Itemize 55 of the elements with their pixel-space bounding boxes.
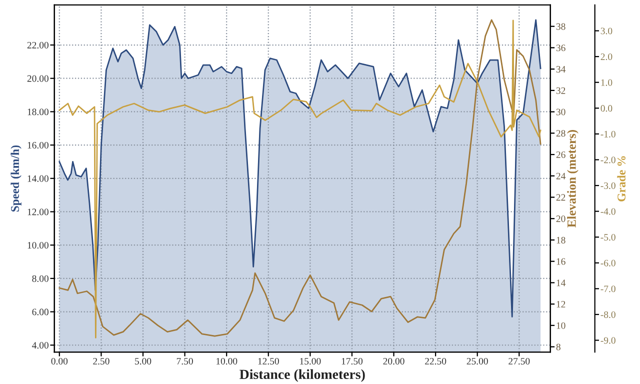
x-tick-label: 27.50 bbox=[508, 358, 530, 365]
y2-tick-label: 8 bbox=[556, 344, 560, 350]
y3-tick-label: 2.0 bbox=[600, 53, 612, 60]
y2-tick-label: 16 bbox=[556, 258, 566, 265]
y2-tick-label: 12 bbox=[556, 301, 566, 308]
y-tick-label: 14.00 bbox=[28, 175, 48, 182]
y3-tick-label: 3.0 bbox=[600, 28, 612, 34]
x-axis-title: Distance (kilometers) bbox=[240, 369, 365, 382]
y2-tick-label: 30 bbox=[556, 108, 566, 116]
y-tick-label: 20.00 bbox=[27, 75, 48, 82]
y3-tick-label: -2.0 bbox=[600, 156, 616, 164]
y3-tick-label: -4.0 bbox=[600, 208, 616, 215]
y2-tick-label: 20 bbox=[556, 216, 566, 222]
y2-tick-label: 14 bbox=[556, 280, 566, 286]
x-tick-label: 15.00 bbox=[300, 358, 321, 365]
y2-tick-label: 18 bbox=[556, 236, 566, 244]
y2-tick-label: 34 bbox=[556, 66, 566, 73]
x-tick-label: 22.50 bbox=[425, 358, 446, 365]
y3-tick-label: -8.0 bbox=[600, 311, 616, 318]
x-tick-label: 20.00 bbox=[383, 358, 404, 365]
y2-tick-label: 32 bbox=[556, 87, 566, 94]
y2-tick-label: 22 bbox=[556, 194, 566, 201]
y-tick-label: 12.00 bbox=[28, 208, 48, 216]
x-tick-label: 2.50 bbox=[93, 358, 110, 365]
y3-tick-label: -6.0 bbox=[600, 260, 616, 266]
y3-axis-title: Grade % bbox=[617, 156, 626, 202]
y-tick-label: 16.00 bbox=[28, 142, 48, 149]
y-tick-label: 4.00 bbox=[32, 342, 48, 349]
y-tick-label: 6.00 bbox=[32, 308, 48, 316]
y-tick-label: 18.00 bbox=[28, 108, 48, 116]
y3-tick-label: -3.0 bbox=[600, 182, 616, 190]
y2-tick-label: 10 bbox=[556, 322, 566, 329]
x-tick-label: 0.00 bbox=[51, 358, 68, 365]
y3-tick-label: -5.0 bbox=[600, 234, 616, 241]
y-tick-label: 8.00 bbox=[32, 275, 48, 282]
x-tick-label: 7.50 bbox=[176, 358, 193, 365]
y-tick-label: 22.00 bbox=[27, 42, 48, 49]
x-tick-label: 10.00 bbox=[216, 358, 238, 365]
y2-axis-title: Elevation (meters) bbox=[567, 130, 578, 228]
x-tick-label: 5.00 bbox=[135, 358, 152, 365]
y2-tick-label: 38 bbox=[556, 23, 566, 30]
x-tick-label: 12.50 bbox=[258, 358, 279, 365]
y2-tick-label: 26 bbox=[556, 151, 566, 158]
y2-tick-label: 24 bbox=[556, 172, 566, 180]
y3-tick-label: 0.0 bbox=[600, 105, 612, 112]
x-tick-label: 17.50 bbox=[342, 358, 363, 365]
y3-tick-label: -7.0 bbox=[600, 286, 616, 292]
y3-tick-label: -1.0 bbox=[600, 130, 616, 138]
y2-tick-label: 28 bbox=[556, 130, 566, 137]
y3-tick-label: 1.0 bbox=[601, 79, 612, 86]
y3-tick-label: -9.0 bbox=[600, 337, 616, 344]
x-tick-label: 25.00 bbox=[466, 358, 488, 365]
y2-tick-label: 36 bbox=[556, 44, 566, 52]
y-tick-label: 10.00 bbox=[28, 242, 48, 249]
y-axis-title: Speed (km/h) bbox=[10, 145, 22, 212]
